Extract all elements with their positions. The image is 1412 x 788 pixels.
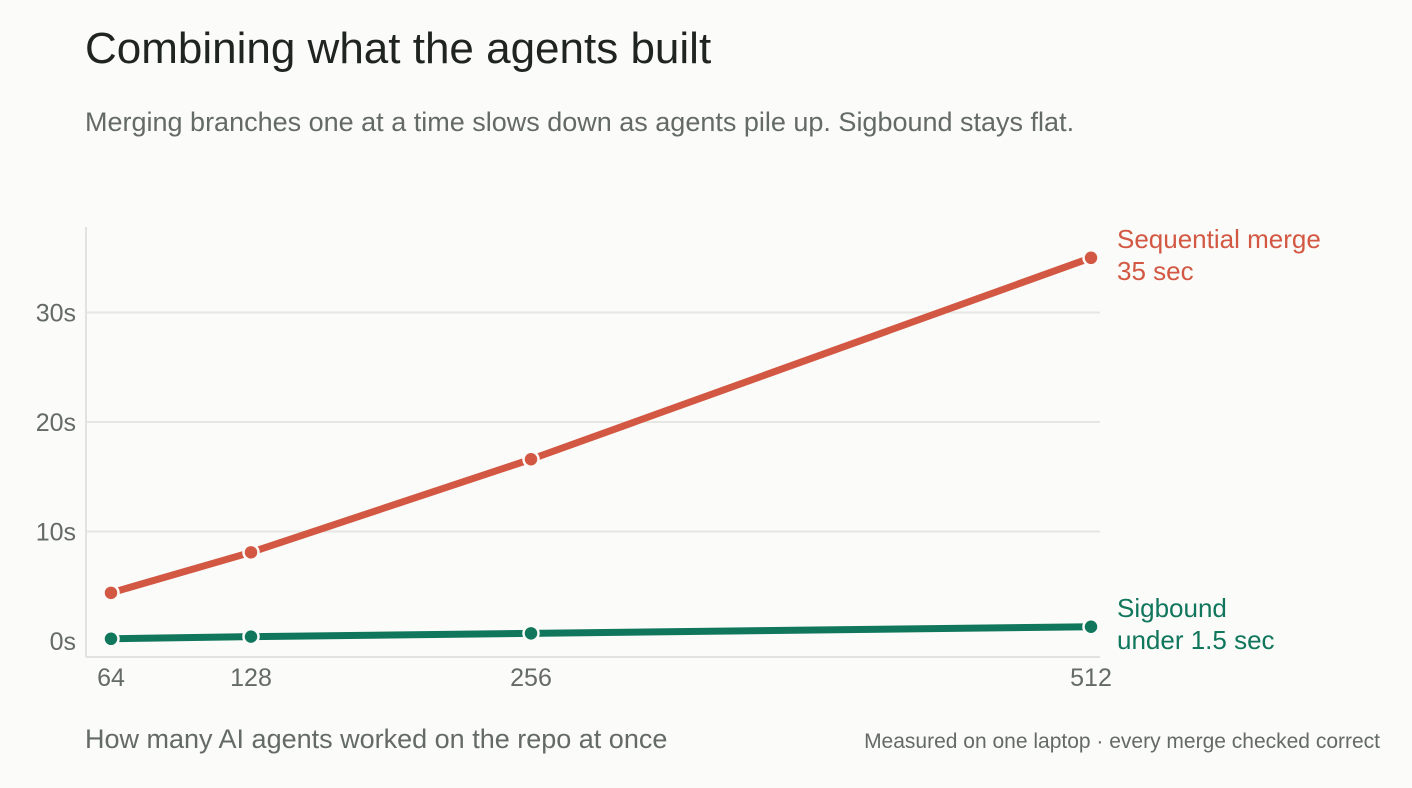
data-point	[522, 450, 540, 469]
x-tick-label: 128	[230, 664, 272, 692]
series-name-label: Sigbound	[1117, 593, 1227, 623]
x-axis-label: How many AI agents worked on the repo at…	[85, 724, 668, 754]
series-1	[102, 618, 1100, 648]
y-tick-label: 10s	[36, 519, 76, 547]
footnote: Measured on one laptop · every merge che…	[864, 730, 1380, 753]
data-point	[242, 627, 260, 646]
series-name-label: Sequential merge	[1117, 224, 1321, 254]
series-annotation-label: under 1.5 sec	[1117, 625, 1275, 655]
x-tick-label: 512	[1070, 664, 1112, 692]
series-line	[107, 254, 1095, 597]
y-tick-label: 20s	[36, 409, 76, 437]
y-tick-label: 0s	[50, 628, 76, 656]
axes: 0s 10s 20s 30s 64 128 256 512	[36, 227, 1112, 692]
chart-title: Combining what the agents built	[85, 24, 712, 73]
data-point	[242, 543, 260, 562]
series-line	[107, 623, 1095, 643]
series-0	[102, 249, 1100, 602]
chart-subtitle: Merging branches one at a time slows dow…	[85, 107, 1075, 137]
gridlines	[86, 311, 1100, 533]
x-tick-label: 64	[97, 664, 125, 692]
data-point	[1082, 618, 1100, 636]
data-point	[522, 624, 540, 643]
series	[102, 249, 1100, 648]
data-point	[1082, 249, 1100, 267]
data-point	[102, 630, 120, 648]
data-point	[102, 584, 120, 602]
x-tick-label: 256	[510, 664, 552, 692]
series-annotation-label: 35 sec	[1117, 256, 1194, 286]
y-tick-label: 30s	[36, 300, 76, 328]
